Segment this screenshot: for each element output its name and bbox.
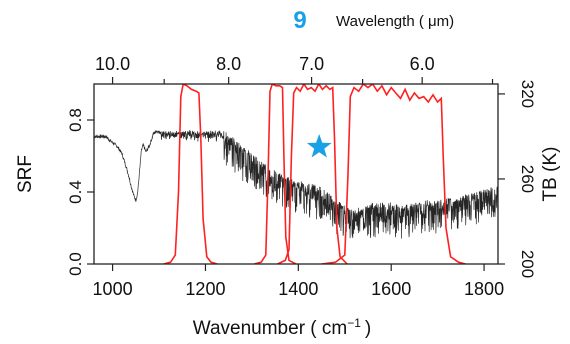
x-tick-label: 1600 [371,279,411,299]
y-right-tick-label: 260 [518,165,537,193]
top-axis-label: Wavelength ( μm) [336,13,454,30]
top-tick-label: 6.0 [410,54,435,74]
y-axis-left-label: SRF [15,155,36,193]
srf-band-3-curve [277,84,348,264]
srf-bands-layer [163,84,466,264]
tb-spectrum-line [94,130,498,239]
y-right-tick-label: 320 [518,80,537,108]
y-left-tick-label: 0.8 [66,108,85,132]
top-tick-label: 10.0 [95,54,130,74]
plot-frame [93,83,499,265]
panel-label: 9 [293,7,306,34]
x-axis-label-superscript: −1 [347,316,361,330]
y-left-tick-label: 0.0 [66,252,85,276]
srf-band-2-curve [254,84,297,264]
srf-band-4-curve [321,84,466,264]
axes-group: 1000 1200 1400 1600 1800 0.0 0.4 0.8 200 260 320 10… [66,54,537,299]
x-tick-label: 1200 [185,279,225,299]
y-axis-right-label: TB (K) [540,147,561,202]
top-tick-label: 7.0 [299,54,324,74]
x-axis-label-close: ) [365,318,371,339]
top-tick-label: 8.0 [216,54,241,74]
star-marker [306,134,332,158]
srf-band-1-curve [163,84,218,264]
x-tick-label: 1800 [464,279,504,299]
x-axis-label-main: Wavenumber ( cm [193,318,348,339]
y-left-tick-label: 0.4 [66,180,85,204]
x-axis-label: Wavenumber ( cm−1) [193,316,372,339]
y-right-tick-label: 200 [518,250,537,278]
x-tick-label: 1400 [278,279,318,299]
x-tick-label: 1000 [93,279,133,299]
tb-spectrum-layer [94,130,498,239]
